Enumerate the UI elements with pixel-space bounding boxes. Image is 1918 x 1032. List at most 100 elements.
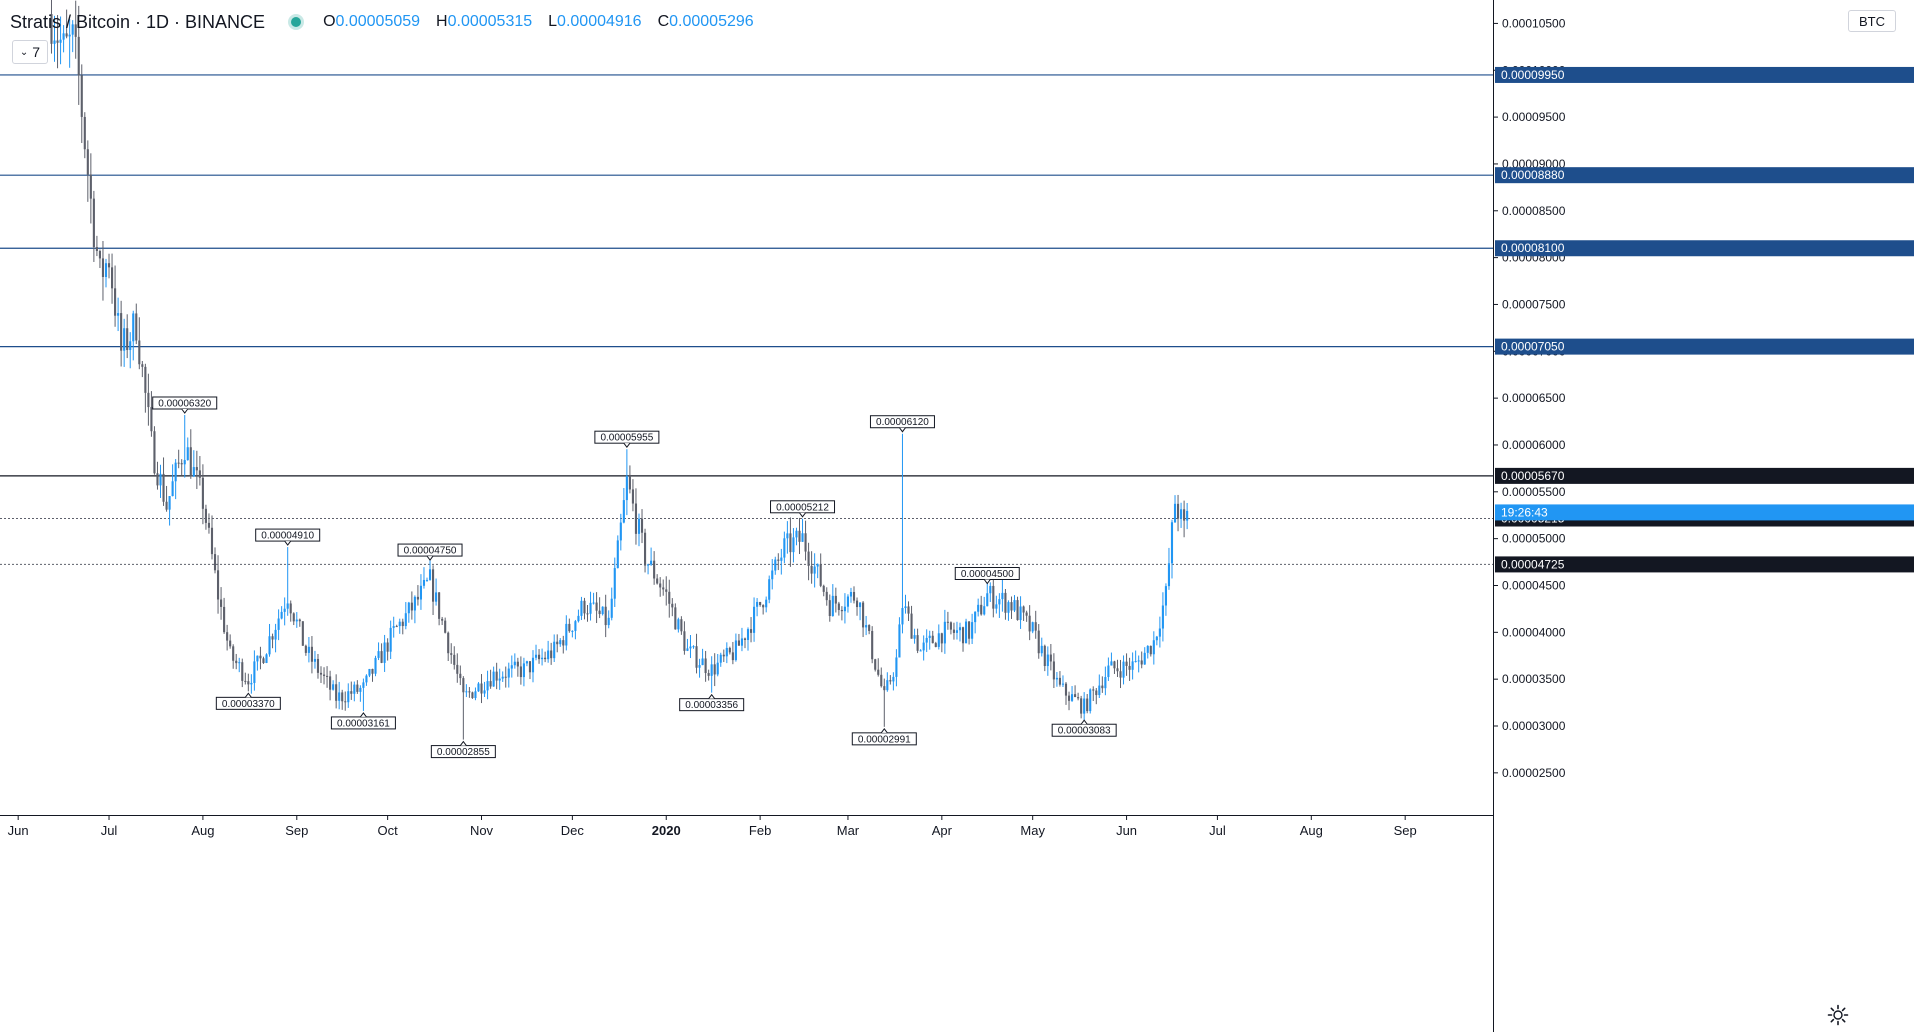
candle[interactable] — [156, 461, 159, 490]
candle[interactable] — [1089, 688, 1092, 714]
candle[interactable] — [189, 429, 192, 479]
candle[interactable] — [537, 649, 541, 664]
candle[interactable] — [849, 587, 853, 603]
candle[interactable] — [1046, 646, 1049, 676]
candle[interactable] — [153, 426, 156, 475]
candle[interactable] — [765, 596, 768, 613]
candle[interactable] — [1170, 519, 1174, 579]
candle[interactable] — [298, 618, 301, 627]
candle[interactable] — [77, 5, 80, 105]
candle[interactable] — [495, 662, 498, 690]
candle[interactable] — [640, 509, 644, 544]
candle[interactable] — [347, 683, 350, 708]
candle[interactable] — [380, 643, 383, 664]
candle[interactable] — [416, 585, 419, 606]
candle[interactable] — [556, 634, 559, 653]
price-callout[interactable]: 0.00003161 — [330, 712, 396, 730]
candle[interactable] — [322, 667, 326, 685]
candle[interactable] — [707, 669, 710, 681]
candle[interactable] — [983, 596, 986, 616]
candle[interactable] — [852, 586, 856, 604]
candle[interactable] — [840, 606, 843, 621]
candle[interactable] — [335, 674, 338, 709]
candle[interactable] — [1173, 495, 1177, 523]
candle[interactable] — [519, 656, 522, 685]
candle[interactable] — [162, 457, 165, 506]
candle[interactable] — [1095, 687, 1098, 705]
candle[interactable] — [774, 556, 777, 575]
candle[interactable] — [743, 637, 747, 649]
candle[interactable] — [574, 619, 577, 640]
candle[interactable] — [480, 674, 483, 704]
candle[interactable] — [247, 673, 250, 692]
candle[interactable] — [731, 641, 734, 665]
candle[interactable] — [550, 642, 553, 665]
candle[interactable] — [513, 653, 516, 669]
candle[interactable] — [1001, 579, 1004, 612]
candle[interactable] — [471, 691, 474, 699]
candle[interactable] — [995, 595, 998, 614]
candle[interactable] — [171, 464, 174, 497]
candle[interactable] — [1016, 596, 1019, 621]
candle[interactable] — [404, 602, 407, 630]
candle[interactable] — [616, 535, 619, 569]
candle[interactable] — [958, 622, 962, 642]
countdown-badge[interactable]: 19:26:43 — [1495, 504, 1914, 521]
candle[interactable] — [107, 253, 111, 279]
candle[interactable] — [425, 577, 429, 582]
candle[interactable] — [386, 638, 389, 661]
candle[interactable] — [898, 617, 901, 658]
candle[interactable] — [232, 644, 235, 669]
candle[interactable] — [1119, 659, 1122, 689]
candle[interactable] — [371, 668, 374, 682]
candle[interactable] — [326, 666, 329, 688]
candle[interactable] — [619, 513, 622, 551]
candle[interactable] — [1019, 596, 1022, 629]
candle[interactable] — [283, 597, 286, 626]
candle[interactable] — [689, 635, 692, 659]
candle[interactable] — [822, 584, 825, 597]
candle[interactable] — [271, 633, 274, 649]
candle[interactable] — [80, 64, 83, 144]
candle[interactable] — [1107, 657, 1110, 681]
candle[interactable] — [329, 670, 332, 701]
candle[interactable] — [1083, 692, 1086, 721]
candle[interactable] — [907, 601, 910, 621]
candle[interactable] — [192, 450, 195, 478]
candle[interactable] — [150, 391, 153, 437]
candle[interactable] — [628, 465, 631, 494]
candle[interactable] — [120, 300, 123, 367]
candle[interactable] — [353, 681, 356, 702]
candle[interactable] — [622, 487, 625, 524]
price-level-badge[interactable]: 0.00007050 — [1495, 338, 1914, 355]
candle[interactable] — [507, 662, 510, 688]
candle[interactable] — [1140, 651, 1143, 669]
candle[interactable] — [680, 616, 683, 635]
candle[interactable] — [943, 609, 946, 654]
candle[interactable] — [316, 653, 320, 679]
candle[interactable] — [1113, 660, 1116, 674]
candle[interactable] — [601, 606, 604, 616]
candle[interactable] — [1007, 600, 1010, 621]
candle[interactable] — [89, 153, 92, 224]
price-callout[interactable]: 0.00003370 — [215, 692, 281, 710]
candle[interactable] — [819, 553, 822, 588]
candle[interactable] — [692, 645, 695, 649]
candle[interactable] — [441, 616, 444, 626]
candle[interactable] — [865, 615, 868, 636]
candle[interactable] — [562, 635, 565, 654]
candle[interactable] — [677, 617, 680, 633]
price-callout[interactable]: 0.00004750 — [397, 543, 463, 561]
candle[interactable] — [768, 575, 771, 604]
candle[interactable] — [801, 518, 804, 542]
candle[interactable] — [477, 682, 480, 692]
price-level-badge[interactable]: 0.00009950 — [1495, 66, 1914, 83]
candle[interactable] — [216, 555, 220, 614]
candle[interactable] — [771, 559, 774, 590]
candle[interactable] — [459, 665, 462, 686]
candle[interactable] — [1104, 666, 1107, 696]
candle[interactable] — [241, 658, 244, 688]
candle[interactable] — [877, 658, 880, 677]
candle[interactable] — [117, 297, 120, 332]
candle[interactable] — [1025, 610, 1028, 622]
